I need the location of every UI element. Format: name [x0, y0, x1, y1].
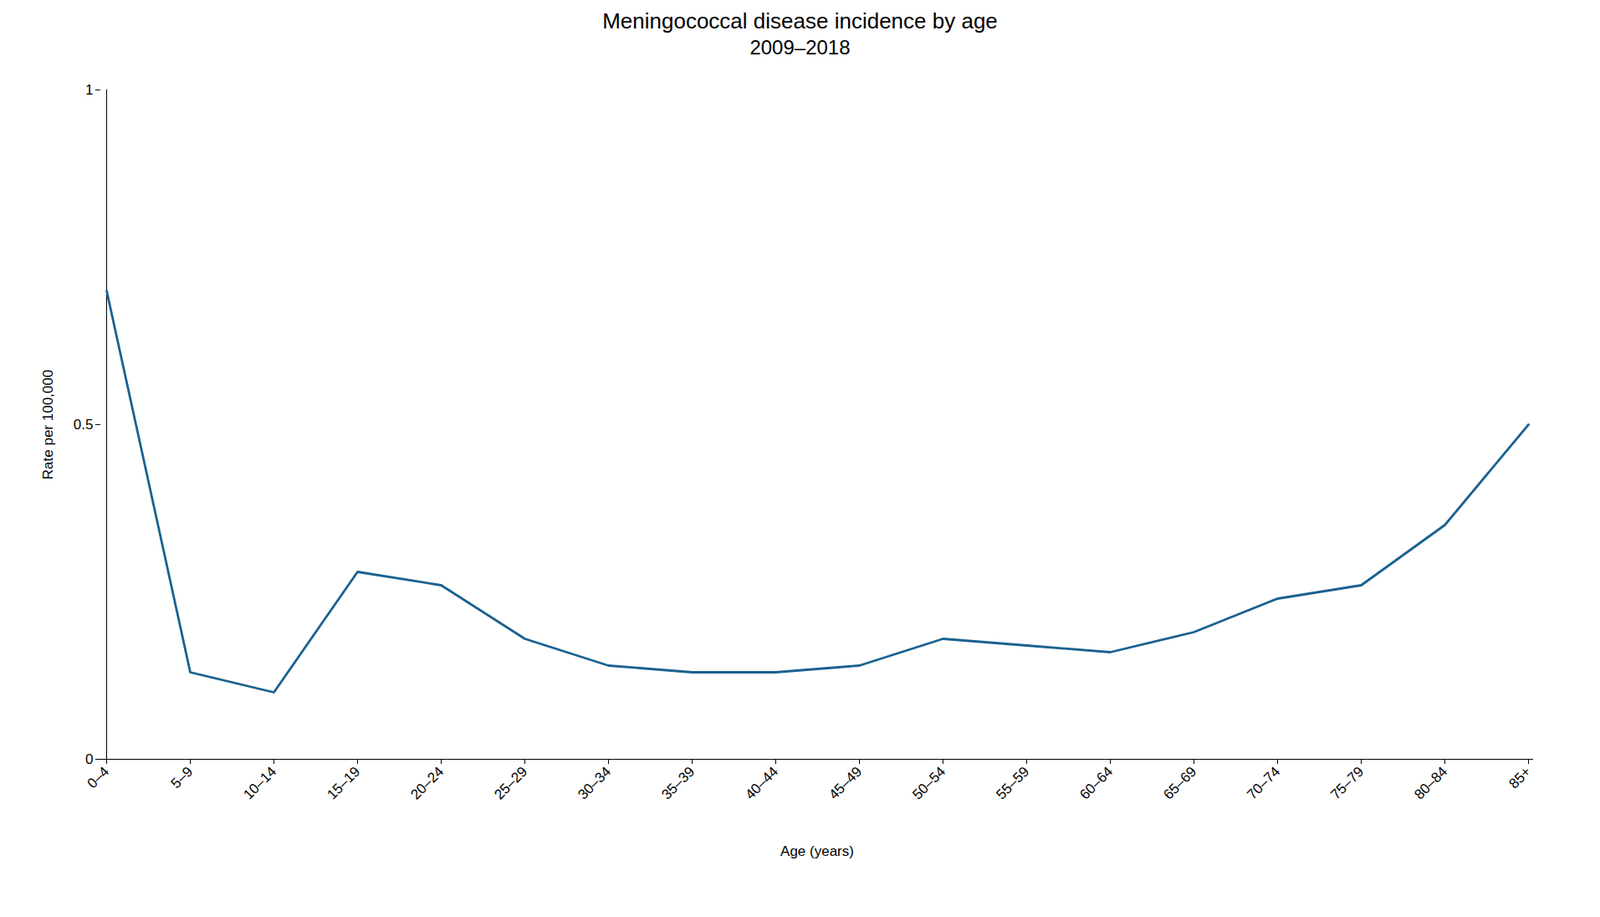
svg-text:60–64: 60–64 [1076, 763, 1116, 803]
svg-text:75–79: 75–79 [1327, 763, 1367, 803]
svg-text:10–14: 10–14 [240, 763, 280, 803]
svg-text:1: 1 [85, 81, 93, 98]
svg-text:45–49: 45–49 [825, 763, 865, 803]
svg-text:25–29: 25–29 [490, 763, 531, 803]
svg-text:40–44: 40–44 [741, 763, 782, 803]
svg-text:65–69: 65–69 [1160, 763, 1200, 803]
svg-text:70–74: 70–74 [1243, 763, 1284, 803]
svg-text:35–39: 35–39 [658, 763, 698, 803]
svg-text:5–9: 5–9 [168, 763, 196, 792]
svg-text:15–19: 15–19 [323, 763, 363, 803]
html-text:Meningococcal disease incidenc: Meningococcal disease incidence by age [602, 8, 998, 34]
svg-text:0.5: 0.5 [73, 416, 94, 433]
svg-text:50–54: 50–54 [909, 763, 949, 803]
svg-text:0: 0 [85, 751, 93, 767]
svg-text:55–59: 55–59 [992, 763, 1033, 803]
svg-text:Rate per 100,000: Rate per 100,000 [40, 369, 57, 480]
svg-text:0–4: 0–4 [84, 763, 113, 792]
svg-text:85+: 85+ [1505, 763, 1534, 793]
svg-text:Age (years): Age (years) [780, 843, 854, 859]
html-text:2009–2018: 2009–2018 [749, 35, 851, 59]
svg-text:20–24: 20–24 [407, 763, 447, 803]
svg-text:30–34: 30–34 [574, 763, 614, 803]
svg-text:80–84: 80–84 [1410, 763, 1451, 803]
